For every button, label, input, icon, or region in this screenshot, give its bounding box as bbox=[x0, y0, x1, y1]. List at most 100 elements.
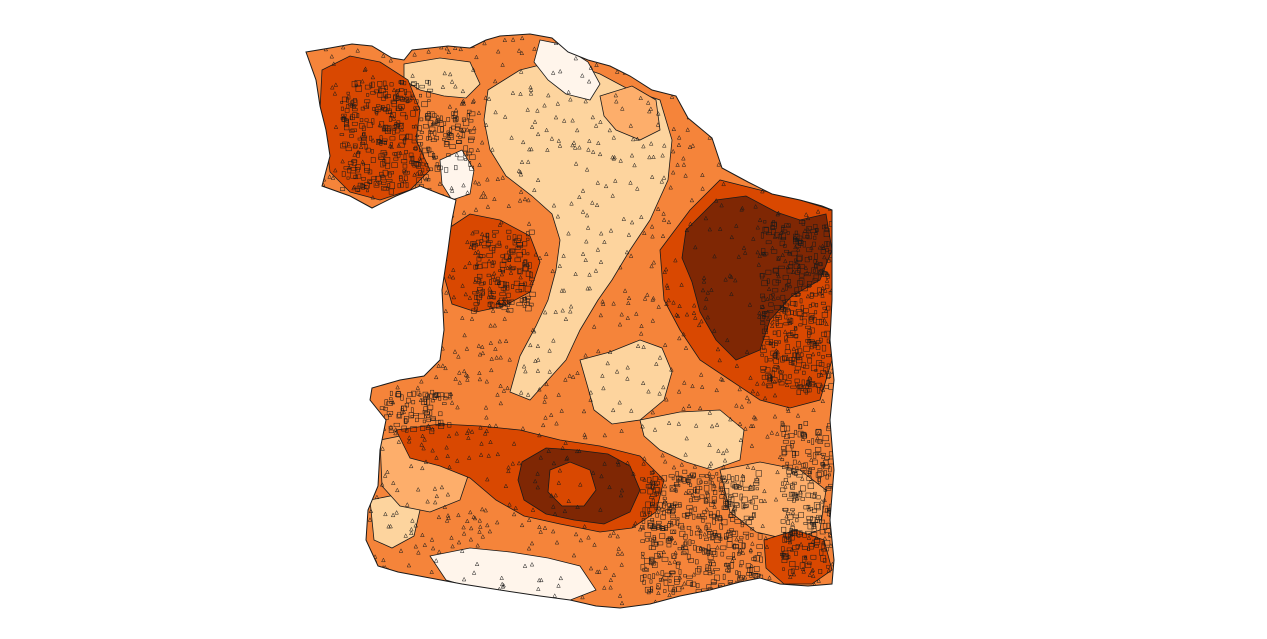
triangle-icon bbox=[518, 189, 524, 194]
triangle-icon bbox=[498, 354, 503, 360]
triangle-icon bbox=[602, 585, 607, 590]
texture-cell bbox=[720, 551, 725, 557]
triangle-icon bbox=[692, 43, 698, 49]
triangle-icon bbox=[460, 315, 465, 320]
triangle-icon bbox=[626, 69, 632, 75]
texture-cell bbox=[402, 163, 408, 169]
triangle-icon bbox=[602, 432, 608, 438]
triangle-icon bbox=[324, 588, 330, 593]
triangle-icon bbox=[740, 169, 746, 175]
triangle-icon bbox=[702, 531, 707, 537]
triangle-icon bbox=[749, 443, 755, 448]
triangle-icon bbox=[684, 311, 690, 317]
texture-cell bbox=[781, 225, 785, 228]
texture-cell bbox=[346, 104, 350, 109]
texture-cell bbox=[427, 80, 431, 86]
texture-cell bbox=[444, 167, 449, 173]
texture-cell bbox=[815, 429, 822, 436]
texture-cell bbox=[815, 428, 822, 435]
texture-cell bbox=[652, 573, 655, 579]
triangle-icon bbox=[449, 400, 455, 405]
texture-cell bbox=[780, 425, 787, 432]
triangle-icon bbox=[364, 604, 369, 608]
triangle-icon bbox=[583, 434, 588, 440]
texture-cell bbox=[786, 473, 791, 478]
texture-cell bbox=[749, 549, 753, 554]
texture-cell bbox=[786, 468, 792, 475]
triangle-icon bbox=[343, 597, 349, 602]
triangle-icon bbox=[493, 346, 498, 351]
triangle-icon bbox=[560, 445, 565, 450]
texture-cell bbox=[765, 240, 772, 245]
triangle-icon bbox=[577, 448, 582, 453]
texture-cell bbox=[675, 504, 682, 508]
texture-cell bbox=[375, 175, 381, 182]
triangle-icon bbox=[314, 566, 320, 571]
triangle-icon bbox=[460, 88, 466, 94]
texture-cell bbox=[413, 147, 418, 151]
triangle-icon bbox=[510, 461, 516, 466]
triangle-icon bbox=[650, 318, 656, 323]
triangle-icon bbox=[798, 541, 804, 547]
triangle-icon bbox=[495, 176, 501, 181]
texture-cell bbox=[789, 357, 793, 363]
triangle-icon bbox=[595, 247, 601, 252]
texture-cell bbox=[489, 279, 492, 285]
texture-cell bbox=[798, 323, 803, 327]
triangle-icon bbox=[461, 524, 466, 530]
texture-cell bbox=[477, 254, 483, 259]
texture-cell bbox=[794, 566, 799, 570]
texture-cell bbox=[828, 383, 834, 390]
texture-cell bbox=[353, 145, 357, 149]
texture-cell bbox=[428, 126, 436, 132]
texture-cell bbox=[807, 454, 812, 457]
texture-cell bbox=[805, 530, 812, 535]
triangle-icon bbox=[707, 442, 712, 447]
texture-cell bbox=[468, 148, 474, 153]
triangle-icon bbox=[365, 421, 371, 427]
texture-cell bbox=[514, 257, 521, 263]
texture-cell bbox=[813, 274, 819, 281]
triangle-icon bbox=[478, 594, 483, 600]
triangle-icon bbox=[671, 464, 677, 470]
texture-cell bbox=[721, 519, 728, 526]
triangle-icon bbox=[733, 277, 738, 283]
triangle-icon bbox=[805, 293, 811, 299]
triangle-icon bbox=[394, 510, 399, 515]
texture-cell bbox=[385, 125, 392, 131]
texture-cell bbox=[360, 135, 368, 139]
texture-cell bbox=[739, 588, 744, 594]
texture-cell bbox=[730, 516, 735, 522]
texture-cell bbox=[649, 556, 654, 562]
triangle-icon bbox=[670, 148, 676, 154]
triangle-icon bbox=[332, 320, 338, 325]
triangle-icon bbox=[769, 430, 775, 435]
triangle-icon bbox=[430, 545, 436, 551]
texture-cell bbox=[457, 156, 464, 161]
texture-cell bbox=[434, 392, 439, 398]
triangle-icon bbox=[654, 361, 659, 366]
triangle-icon bbox=[567, 373, 572, 378]
triangle-icon bbox=[315, 589, 320, 595]
triangle-icon bbox=[311, 547, 316, 553]
triangle-icon bbox=[618, 492, 624, 498]
triangle-icon bbox=[381, 306, 387, 311]
triangle-icon bbox=[566, 498, 571, 503]
triangle-icon bbox=[676, 421, 682, 426]
texture-cell bbox=[670, 519, 677, 526]
texture-cell bbox=[664, 525, 668, 531]
triangle-icon bbox=[751, 465, 756, 470]
triangle-icon bbox=[479, 231, 485, 237]
triangle-icon bbox=[424, 112, 429, 117]
texture-cell bbox=[746, 572, 753, 576]
triangle-icon bbox=[430, 293, 435, 298]
triangle-icon bbox=[652, 427, 658, 432]
triangle-icon bbox=[584, 212, 590, 218]
triangle-icon bbox=[430, 352, 435, 357]
triangle-icon bbox=[468, 536, 474, 542]
triangle-icon bbox=[785, 406, 791, 411]
triangle-icon bbox=[577, 194, 582, 199]
texture-cell bbox=[779, 240, 785, 247]
texture-cell bbox=[783, 302, 789, 308]
